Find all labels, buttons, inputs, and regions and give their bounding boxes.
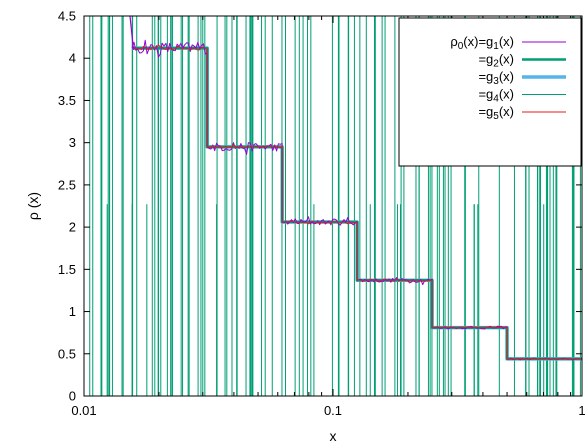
y-axis-label: ρ (x) [25,192,41,220]
y-tick-label: 0 [69,389,76,404]
x-axis-label: x [330,428,337,444]
y-tick-label: 0.5 [58,346,76,361]
y-tick-label: 1.5 [58,262,76,277]
y-tick-label: 2.5 [58,177,76,192]
ticks-layer: 0 0.5 1 1.5 2 2.5 3 3.5 4 4.5 0.01 0.1 1 [58,9,586,419]
y-tick-label: 4 [69,51,76,66]
legend-label-g5: =g5(x) [478,104,514,122]
legend-label-g2: =g2(x) [478,52,514,70]
y-tick-label: 3.5 [58,93,76,108]
x-tick-label: 1 [578,403,585,418]
y-tick-label: 1 [69,304,76,319]
legend-label-g1: ρ0(x)=g1(x) [450,34,514,52]
legend-label-g3: =g3(x) [478,69,514,87]
y-tick-label: 4.5 [58,9,76,24]
x-tick-label: 0.01 [71,403,96,418]
legend-box [398,17,582,167]
series-line-g5 [131,44,583,360]
legend: ρ0(x)=g1(x)=g2(x)=g3(x)=g4(x)=g5(x) [398,17,582,167]
x-tick-label: 0.1 [324,403,342,418]
y-tick-label: 2 [69,220,76,235]
series-layer [129,15,583,361]
y-tick-label: 3 [69,135,76,150]
series-line-g1-spike [129,15,135,50]
legend-label-g4: =g4(x) [478,87,514,105]
